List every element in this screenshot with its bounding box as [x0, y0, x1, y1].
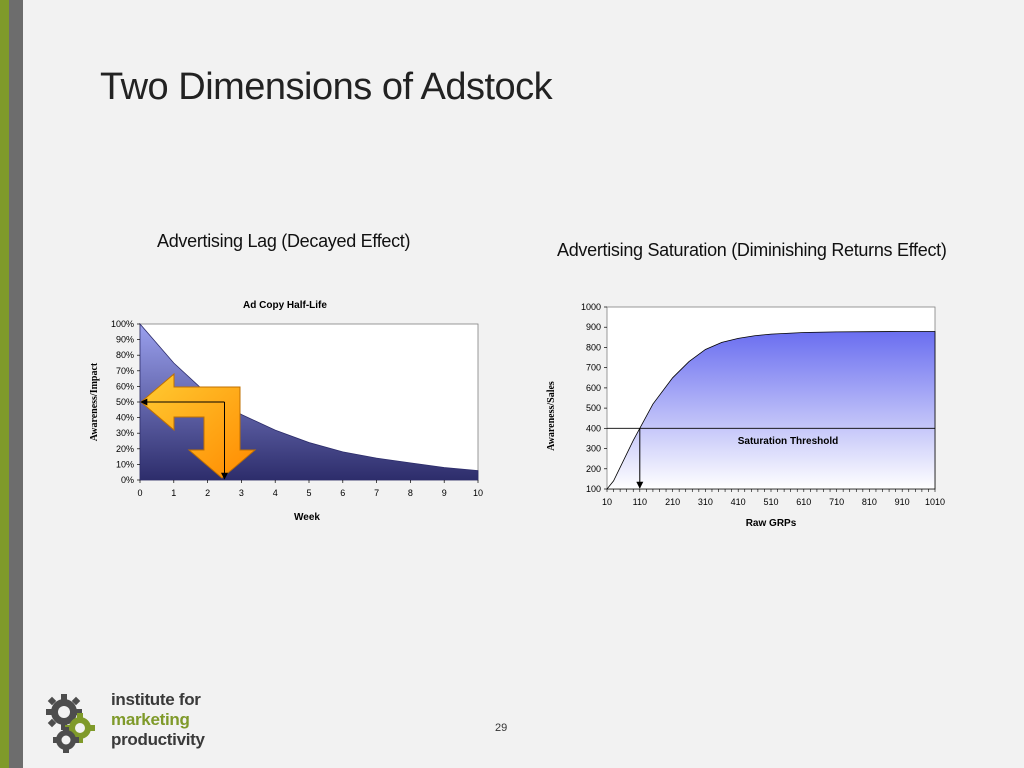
x-tick-label: 10 — [602, 497, 612, 507]
x-tick-label: 410 — [731, 497, 746, 507]
x-axis-label: Raw GRPs — [746, 518, 797, 529]
y-tick-label: 300 — [586, 444, 601, 454]
x-tick-label: 510 — [763, 497, 778, 507]
y-tick-label: 0% — [121, 475, 134, 485]
x-tick-label: 1010 — [925, 497, 945, 507]
y-tick-label: 40% — [116, 413, 134, 423]
side-accent-bar — [0, 0, 9, 768]
x-tick-label: 5 — [306, 488, 311, 498]
x-tick-label: 9 — [442, 488, 447, 498]
y-tick-label: 50% — [116, 397, 134, 407]
y-tick-label: 1000 — [581, 302, 601, 312]
x-tick-label: 2 — [205, 488, 210, 498]
x-tick-label: 10 — [473, 488, 483, 498]
y-tick-label: 600 — [586, 383, 601, 393]
left-chart-caption: Advertising Lag (Decayed Effect) — [157, 231, 411, 251]
x-tick-label: 8 — [408, 488, 413, 498]
saturation-chart: Saturation Threshold 100 200 300 400 500 600 7… — [546, 302, 945, 529]
y-tick-label: 100% — [111, 319, 134, 329]
x-tick-label: 7 — [374, 488, 379, 498]
x-tick-label: 710 — [829, 497, 844, 507]
y-tick-label: 800 — [586, 342, 601, 352]
logo-line-1: institute for — [111, 690, 201, 709]
half-life-marker — [140, 398, 228, 480]
x-tick-label: 1 — [171, 488, 176, 498]
x-tick-label: 4 — [273, 488, 278, 498]
y-tick-label: 70% — [116, 366, 134, 376]
x-tick-label: 0 — [137, 488, 142, 498]
slide-title: Two Dimensions of Adstock — [100, 66, 553, 108]
y-tick-label: 90% — [116, 335, 134, 345]
y-tick-label: 60% — [116, 381, 134, 391]
y-tick-label: 20% — [116, 444, 134, 454]
x-tick-label: 110 — [633, 497, 647, 507]
logo-text: institute for marketing productivity — [111, 690, 205, 750]
x-tick-label: 910 — [895, 497, 910, 507]
threshold-label: Saturation Threshold — [738, 436, 839, 447]
x-tick-label: 6 — [340, 488, 345, 498]
x-tick-label: 810 — [862, 497, 877, 507]
logo-line-2: marketing — [111, 710, 190, 729]
x-tick-label: 310 — [698, 497, 713, 507]
y-tick-label: 10% — [116, 459, 134, 469]
x-tick-label: 210 — [665, 497, 680, 507]
y-tick-label: 80% — [116, 350, 134, 360]
y-tick-label: 200 — [586, 464, 601, 474]
ad-copy-half-life-chart: Ad Copy Half-Life 0%10%20%30%40%50%60%70… — [89, 300, 483, 523]
side-gray-bar — [9, 0, 23, 768]
x-tick-label: 610 — [796, 497, 811, 507]
right-chart-caption: Advertising Saturation (Diminishing Retu… — [557, 240, 947, 260]
y-tick-label: 500 — [586, 403, 601, 413]
y-tick-label: 900 — [586, 322, 601, 332]
page-number: 29 — [495, 722, 508, 734]
y-axis-label: Awareness/Impact — [89, 362, 100, 441]
y-tick-label: 30% — [116, 428, 134, 438]
saturation-threshold — [607, 427, 935, 489]
x-axis-label: Week — [294, 512, 320, 523]
y-axis-label: Awareness/Sales — [546, 381, 557, 451]
x-tick-label: 3 — [239, 488, 244, 498]
y-tick-label: 100 — [586, 484, 601, 494]
gears-icon — [46, 694, 95, 753]
y-tick-label: 700 — [586, 363, 601, 373]
chart-title: Ad Copy Half-Life — [243, 300, 327, 311]
saturation-area-series — [606, 331, 936, 490]
logo-line-3: productivity — [111, 730, 205, 749]
y-tick-label: 400 — [586, 423, 601, 433]
